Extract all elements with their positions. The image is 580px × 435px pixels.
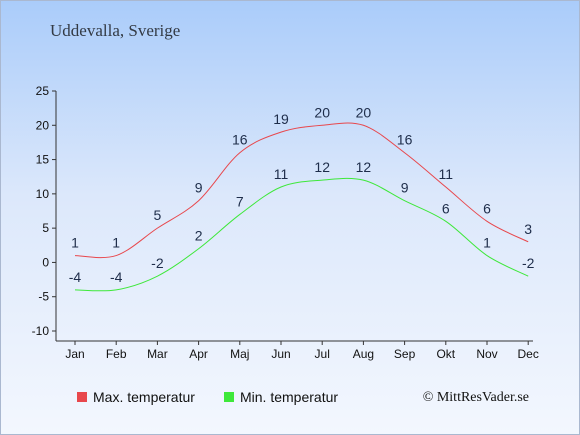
y-tick-label: 20	[36, 118, 50, 132]
x-tick-label: Okt	[436, 347, 455, 361]
y-tick-label: -5	[38, 290, 49, 304]
min-data-label: 6	[442, 200, 450, 216]
min-data-label: -2	[522, 255, 535, 271]
y-tick-label: 25	[36, 84, 50, 98]
x-tick-label: Nov	[476, 347, 497, 361]
min-data-label: -4	[69, 269, 82, 285]
min-data-label: 11	[274, 166, 289, 182]
max-temperature-line	[74, 122, 529, 259]
min-temperature-line	[74, 177, 529, 292]
min-data-label: -2	[151, 255, 164, 271]
x-tick-label: Jun	[271, 347, 290, 361]
max-data-label: 6	[483, 200, 491, 216]
max-data-label: 19	[273, 111, 289, 127]
x-tick-label: Apr	[189, 347, 208, 361]
x-tick-label: Jul	[315, 347, 330, 361]
legend-max-swatch	[77, 392, 87, 402]
x-tick-label: Mar	[147, 347, 168, 361]
y-tick-label: 5	[42, 221, 49, 235]
min-data-label: 12	[356, 159, 372, 175]
min-data-label: 2	[195, 228, 203, 244]
max-data-label: 16	[397, 132, 413, 148]
max-data-label: 20	[314, 104, 330, 120]
x-tick-label: Jan	[65, 347, 84, 361]
legend-min-label: Min. temperatur	[240, 389, 339, 405]
max-data-label: 9	[195, 180, 203, 196]
max-data-label: 1	[71, 235, 79, 251]
min-data-label: 7	[236, 193, 244, 209]
legend-max-label: Max. temperatur	[93, 389, 195, 405]
min-data-label: -4	[110, 269, 123, 285]
legend-min: Min. temperatur	[224, 389, 338, 405]
y-tick-label: 10	[36, 187, 50, 201]
max-data-label: 20	[356, 104, 372, 120]
x-tick-label: Aug	[353, 347, 374, 361]
max-data-label: 16	[232, 132, 248, 148]
min-data-label: 1	[483, 235, 491, 251]
x-tick-label: Dec	[518, 347, 539, 361]
x-tick-label: Feb	[106, 347, 127, 361]
copyright-text: © MittResVader.se	[422, 390, 529, 405]
chart-title: Uddevalla, Sverige	[50, 21, 181, 40]
max-data-label: 1	[112, 235, 120, 251]
y-tick-label: 15	[36, 153, 50, 167]
legend-max: Max. temperatur	[77, 389, 195, 405]
x-tick-label: Sep	[394, 347, 416, 361]
y-tick-label: -10	[32, 324, 50, 338]
legend-min-swatch	[224, 392, 234, 402]
max-data-label: 3	[524, 221, 532, 237]
min-data-label: 9	[401, 180, 409, 196]
max-data-label: 5	[154, 207, 162, 223]
y-tick-label: 0	[42, 255, 49, 269]
min-data-label: 12	[314, 159, 330, 175]
max-data-label: 11	[439, 166, 454, 182]
x-tick-label: Maj	[230, 347, 249, 361]
